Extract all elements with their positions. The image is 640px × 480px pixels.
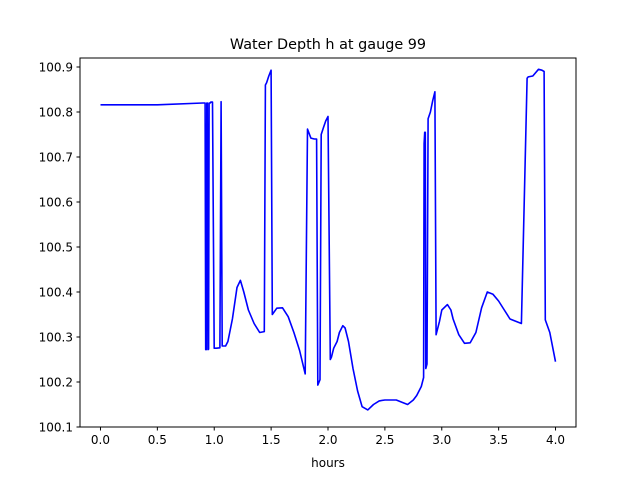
y-tick-label: 100.9 <box>39 60 73 74</box>
y-tick-label: 100.3 <box>39 330 73 344</box>
y-tick-label: 100.2 <box>39 375 73 389</box>
x-tick-label: 0.5 <box>148 433 167 447</box>
x-tick-label: 1.0 <box>205 433 224 447</box>
x-tick-label: 4.0 <box>546 433 565 447</box>
x-tick-label: 1.5 <box>262 433 281 447</box>
y-tick-label: 100.5 <box>39 240 73 254</box>
y-tick-label: 100.6 <box>39 195 73 209</box>
x-tick-label: 3.5 <box>489 433 508 447</box>
series-layer <box>100 68 557 411</box>
y-tick-label: 100.4 <box>39 285 73 299</box>
chart-title: Water Depth h at gauge 99 <box>230 37 426 53</box>
x-axis-label: hours <box>311 456 345 470</box>
y-tick-label: 100.1 <box>39 420 73 434</box>
x-tick-label: 3.0 <box>432 433 451 447</box>
y-tick-label: 100.7 <box>39 150 73 164</box>
x-tick-label: 2.5 <box>375 433 394 447</box>
y-tick-label: 100.8 <box>39 105 73 119</box>
x-tick-label: 2.0 <box>318 433 337 447</box>
series-line <box>100 68 557 411</box>
x-axis-ticks: 0.0 0.5 1.0 1.5 2.0 2.5 3.0 3.5 4.0 <box>91 427 565 447</box>
y-axis-ticks: 100.1 100.2 100.3 100.4 100.5 100.6 100.7 100.8… <box>39 60 80 434</box>
x-tick-label: 0.0 <box>91 433 110 447</box>
